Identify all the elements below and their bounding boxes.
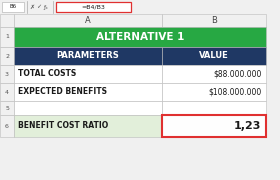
Bar <box>56 2 131 12</box>
Text: EXPECTED BENEFITS: EXPECTED BENEFITS <box>18 87 107 96</box>
Text: ✓: ✓ <box>36 4 42 10</box>
Bar <box>14 65 162 83</box>
Text: VALUE: VALUE <box>199 51 229 60</box>
Text: B: B <box>211 16 217 25</box>
Bar <box>162 101 266 115</box>
Bar <box>14 115 162 137</box>
Bar <box>14 101 162 115</box>
Text: 4: 4 <box>5 89 9 94</box>
Text: A: A <box>85 16 91 25</box>
Bar <box>162 83 266 101</box>
Bar <box>0 47 14 65</box>
Bar <box>0 137 280 180</box>
Text: 1: 1 <box>5 35 9 39</box>
Bar <box>0 101 14 115</box>
Bar <box>0 0 280 14</box>
Text: 1,23: 1,23 <box>234 121 261 131</box>
Text: TOTAL COSTS: TOTAL COSTS <box>18 69 76 78</box>
Bar <box>162 115 266 137</box>
Text: ƒₓ: ƒₓ <box>44 4 48 10</box>
Bar <box>14 14 162 27</box>
Text: PARAMETERS: PARAMETERS <box>57 51 119 60</box>
Bar <box>0 27 14 47</box>
Text: 6: 6 <box>5 123 9 129</box>
Text: $88.000.000: $88.000.000 <box>214 69 262 78</box>
Bar <box>2 2 24 12</box>
Text: ALTERNATIVE 1: ALTERNATIVE 1 <box>96 32 184 42</box>
Text: =B4/B3: =B4/B3 <box>81 4 106 10</box>
Text: 3: 3 <box>5 71 9 76</box>
Bar <box>14 27 266 47</box>
Text: $108.000.000: $108.000.000 <box>209 87 262 96</box>
Text: B6: B6 <box>10 4 17 10</box>
Text: 2: 2 <box>5 53 9 59</box>
Bar <box>162 47 266 65</box>
Bar <box>162 65 266 83</box>
Bar <box>0 65 14 83</box>
Bar <box>0 83 14 101</box>
Bar <box>0 14 14 27</box>
Text: ✗: ✗ <box>29 4 35 10</box>
Bar <box>14 83 162 101</box>
Bar <box>0 115 14 137</box>
Text: BENEFIT COST RATIO: BENEFIT COST RATIO <box>18 122 108 130</box>
Bar <box>162 14 266 27</box>
Bar <box>14 47 162 65</box>
Text: 5: 5 <box>5 105 9 111</box>
